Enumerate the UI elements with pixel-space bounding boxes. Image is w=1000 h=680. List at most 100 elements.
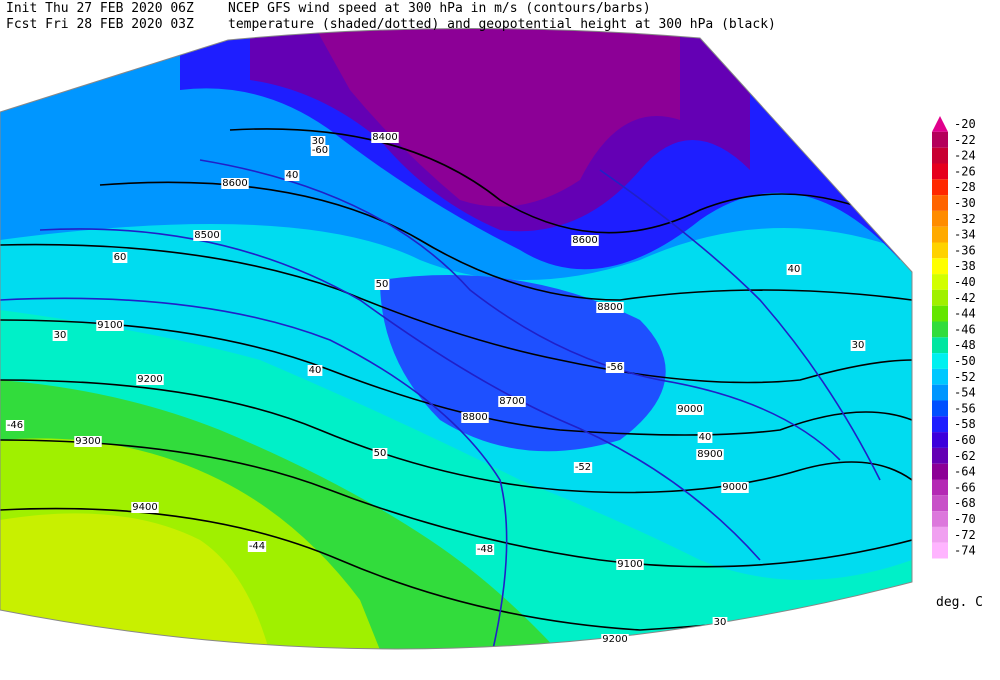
legend-label: -68 bbox=[954, 496, 976, 510]
legend-swatch bbox=[932, 463, 948, 480]
contour-label: 8600 bbox=[222, 178, 247, 189]
label-box bbox=[676, 404, 704, 415]
label-box bbox=[696, 449, 724, 460]
label-box bbox=[193, 230, 221, 241]
legend-label: -46 bbox=[954, 322, 976, 336]
contour-label: 9200 bbox=[602, 634, 627, 645]
contour-label: 40 bbox=[286, 170, 299, 181]
label-box bbox=[475, 544, 495, 555]
legend-label: -54 bbox=[954, 386, 976, 400]
contour-label: 9200 bbox=[137, 374, 162, 385]
legend-label: -42 bbox=[954, 291, 976, 305]
contour-label: 8900 bbox=[697, 449, 722, 460]
contour-label: 40 bbox=[309, 365, 322, 376]
legend-label: -32 bbox=[954, 212, 976, 226]
contour-label: 30 bbox=[852, 340, 865, 351]
contour-label: 9100 bbox=[617, 559, 642, 570]
label-box bbox=[596, 302, 624, 313]
legend-label: -74 bbox=[954, 544, 976, 558]
label-box bbox=[96, 320, 124, 331]
label-box bbox=[712, 617, 728, 628]
contour-label: 60 bbox=[114, 252, 127, 263]
legend-unit: deg. C bbox=[936, 595, 983, 610]
legend-label: -66 bbox=[954, 480, 976, 494]
legend-label: -38 bbox=[954, 259, 976, 273]
legend-swatch bbox=[932, 274, 948, 290]
contour-label: 9100 bbox=[97, 320, 122, 331]
contour-label: 30 bbox=[54, 330, 67, 341]
legend-swatch bbox=[932, 542, 948, 559]
legend-label: -48 bbox=[954, 338, 976, 352]
legend-swatch bbox=[932, 116, 948, 132]
contour-label: -60 bbox=[312, 145, 328, 156]
contour-label: 50 bbox=[376, 279, 389, 290]
label-box bbox=[131, 502, 159, 513]
label-box bbox=[5, 420, 25, 431]
fcst-line: Fcst Fri 28 FEB 2020 03Z bbox=[6, 17, 194, 32]
legend-swatch bbox=[932, 321, 948, 338]
label-box bbox=[605, 362, 625, 373]
contour-label: 8800 bbox=[597, 302, 622, 313]
legend-swatch bbox=[932, 305, 948, 322]
title-line-2: temperature (shaded/dotted) and geopoten… bbox=[228, 17, 776, 32]
map-border bbox=[0, 27, 913, 650]
legend-swatch bbox=[932, 353, 948, 369]
legend-label: -28 bbox=[954, 180, 976, 194]
contour-label: -48 bbox=[477, 544, 493, 555]
label-box bbox=[573, 462, 593, 473]
legend-label: -70 bbox=[954, 512, 976, 526]
contour-label: 30 bbox=[312, 136, 325, 147]
legend-label: -44 bbox=[954, 307, 976, 321]
legend-swatch bbox=[932, 368, 948, 385]
legend-label: -36 bbox=[954, 243, 976, 257]
legend-label: -56 bbox=[954, 401, 976, 415]
label-box bbox=[601, 634, 629, 645]
contour-label: 8400 bbox=[372, 132, 397, 143]
label-box bbox=[112, 252, 128, 263]
legend-swatch bbox=[932, 179, 948, 196]
legend-swatch bbox=[932, 479, 948, 496]
contour-label: 9300 bbox=[75, 436, 100, 447]
legend-swatch bbox=[932, 432, 948, 448]
contour-label: 30 bbox=[714, 617, 727, 628]
legend-label: -62 bbox=[954, 449, 976, 463]
label-box bbox=[372, 448, 388, 459]
label-box bbox=[374, 279, 390, 290]
label-box bbox=[307, 365, 323, 376]
label-box bbox=[461, 412, 489, 423]
legend-swatch bbox=[932, 131, 948, 148]
label-box bbox=[52, 330, 68, 341]
legend-label: -40 bbox=[954, 275, 976, 289]
legend-swatch bbox=[932, 384, 948, 401]
init-line: Init Thu 27 FEB 2020 06Z bbox=[6, 1, 194, 16]
label-box bbox=[616, 559, 644, 570]
legend-swatch bbox=[932, 337, 948, 354]
legend-label: -34 bbox=[954, 228, 976, 242]
legend-swatch bbox=[932, 242, 948, 259]
contour-label: 8700 bbox=[499, 396, 524, 407]
legend-swatch bbox=[932, 400, 948, 417]
legend-label: -24 bbox=[954, 149, 976, 163]
legend-swatch bbox=[932, 163, 948, 180]
label-box bbox=[247, 541, 267, 552]
legend-label: -30 bbox=[954, 196, 976, 210]
contour-label: -44 bbox=[249, 541, 265, 552]
legend-swatch bbox=[932, 416, 948, 433]
label-box bbox=[310, 136, 326, 147]
label-box bbox=[310, 145, 330, 156]
legend-label: -20 bbox=[954, 117, 976, 131]
label-box bbox=[284, 170, 300, 181]
contour-label: 9000 bbox=[677, 404, 702, 415]
legend-swatch bbox=[932, 210, 948, 227]
contour-label: 9000 bbox=[722, 482, 747, 493]
contour-label: -52 bbox=[575, 462, 591, 473]
label-box bbox=[571, 235, 599, 246]
legend-label: -52 bbox=[954, 370, 976, 384]
contour-label: 8800 bbox=[462, 412, 487, 423]
label-box bbox=[371, 132, 399, 143]
wind-contours bbox=[0, 159, 881, 649]
title-line-1: NCEP GFS wind speed at 300 hPa in m/s (c… bbox=[228, 1, 651, 16]
contour-label: 8500 bbox=[194, 230, 219, 241]
